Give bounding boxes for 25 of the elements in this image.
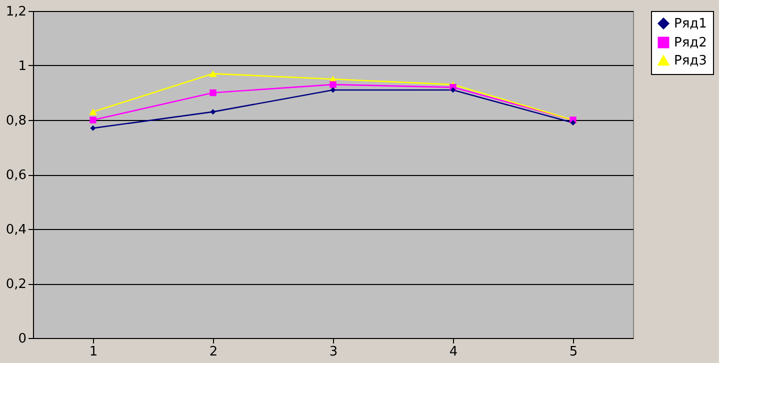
y-tick-label: 0,6 [6,168,26,183]
point [209,70,217,78]
point [210,109,216,115]
legend-label: Ряд3 [674,54,707,68]
point [89,108,97,116]
y-tick-label: 1 [18,59,26,74]
legend-label: Ряд1 [674,16,707,32]
point [90,125,96,131]
x-tick-label: 2 [209,344,218,360]
point [90,116,96,124]
point [330,81,336,88]
point [450,87,456,93]
x-tick-label: 5 [569,344,578,360]
point [570,120,576,126]
y-tick-label: 0,2 [6,277,26,292]
y-tick-label: 0 [18,332,26,346]
y-tick-label: 0,4 [6,222,26,238]
x-tick-label: 4 [449,344,458,360]
x-tick-label: 1 [89,344,98,360]
y-tick-label: 0,8 [6,114,26,128]
x-tick-label: 3 [329,344,338,360]
point [330,87,336,93]
y-tick-label: 1,2 [6,4,26,20]
point [210,89,216,96]
legend-label: Ряд2 [674,36,707,50]
